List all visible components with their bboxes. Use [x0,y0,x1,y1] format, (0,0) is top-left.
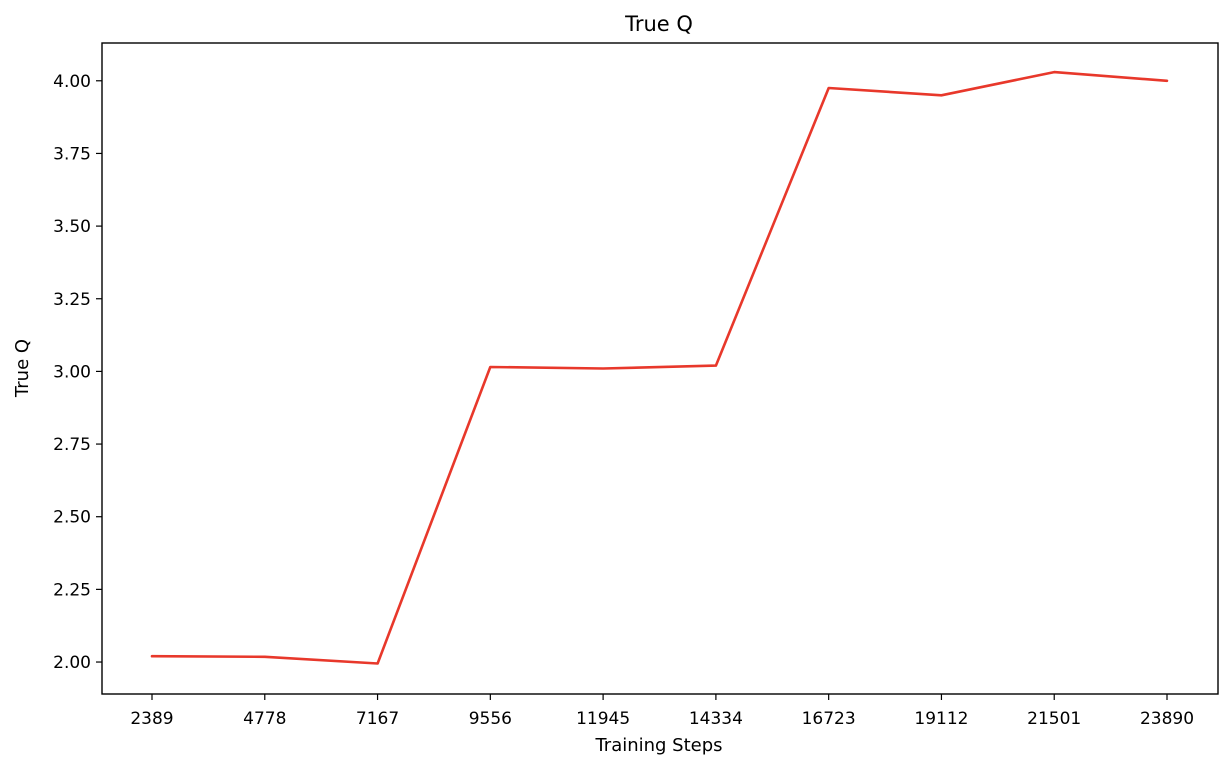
y-tick-label: 2.00 [53,653,91,673]
y-tick-label: 2.25 [53,580,91,600]
y-tick-label: 2.75 [53,435,91,455]
y-tick-label: 2.50 [53,508,91,528]
series-line-true-q [150,70,1169,665]
x-tick-label: 16723 [802,709,856,729]
y-axis: 2.00 2.25 2.50 2.75 3.00 3.25 3.50 3.75 4.00 [53,72,102,673]
x-tick-label: 11945 [576,709,630,729]
chart-title: True Q [624,12,693,36]
y-axis-label: True Q [12,339,33,398]
x-tick-label: 23890 [1140,709,1194,729]
x-tick-label: 21501 [1027,709,1081,729]
x-tick-label: 9556 [469,709,512,729]
x-tick-label: 7167 [356,709,399,729]
y-tick-label: 3.00 [53,362,91,382]
x-axis-label: Training Steps [594,735,722,756]
y-tick-label: 4.00 [53,72,91,92]
x-tick-label: 19112 [914,709,968,729]
x-axis: 2389 4778 7167 9556 11945 14334 16723 19112 2150… [130,694,1194,729]
y-tick-label: 3.75 [53,144,91,164]
plot-area-frame [101,42,1219,695]
x-tick-label: 4778 [243,709,286,729]
y-tick-label: 3.50 [53,217,91,237]
x-tick-label: 2389 [130,709,173,729]
x-tick-label: 14334 [689,709,743,729]
y-tick-label: 3.25 [53,290,91,310]
